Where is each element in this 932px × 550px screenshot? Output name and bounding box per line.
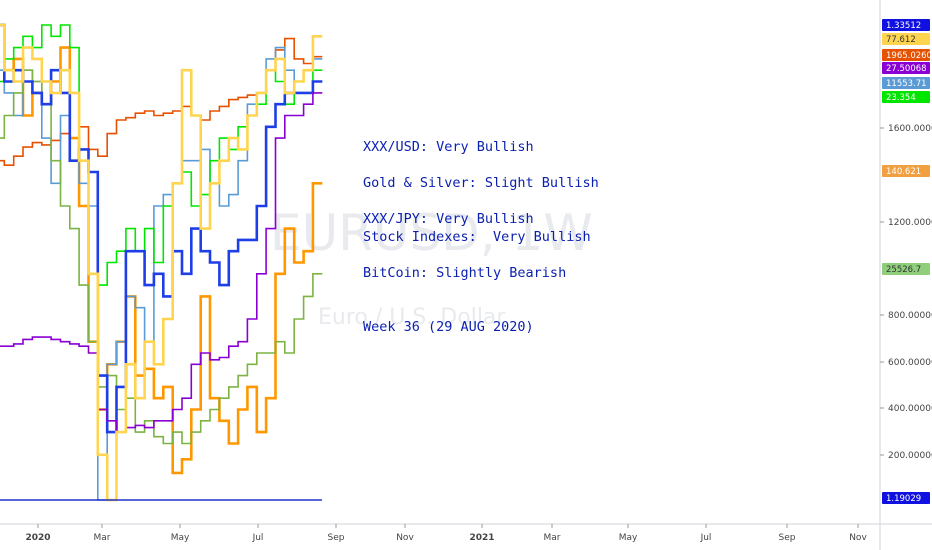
- price-badge-bg: [882, 263, 930, 275]
- y-tick-label: 800.00000: [888, 311, 932, 321]
- x-tick-label: Nov: [849, 533, 867, 543]
- watermark-description: Euro / U.S. Dollar: [318, 305, 506, 330]
- price-badge: 77.612: [882, 33, 930, 45]
- series-line: [0, 69, 323, 445]
- price-badge-text: 27.50068: [886, 64, 927, 74]
- series-line: [0, 23, 323, 502]
- x-tick-label: May: [171, 533, 190, 543]
- note-line: Stock Indexes: Very Bullish: [363, 229, 591, 245]
- x-tick-label: Jul: [252, 533, 264, 543]
- y-tick-label: 1200.00000: [888, 218, 932, 228]
- note-line: [363, 246, 599, 264]
- series-line: [0, 24, 323, 286]
- price-badge: 11553.71: [882, 77, 930, 89]
- y-tick-label: 1600.00000: [888, 124, 932, 134]
- note-line: XXX/USD: Very Bullish: [363, 139, 534, 155]
- note-line: [363, 300, 599, 318]
- y-tick-label: 200.00000: [888, 451, 932, 461]
- price-badge: 1.19029: [882, 492, 930, 504]
- price-labels: 1.33512 77.612 1965.02600 27.50068 11553.71 2…: [882, 19, 932, 504]
- note-line: BitCoin: Slightly Bearish: [363, 265, 567, 281]
- price-badge-bg: [882, 19, 930, 31]
- x-tick-label: Mar: [94, 533, 111, 543]
- price-badge-text: 25526.7: [886, 265, 921, 275]
- y-tick-label: 600.00000: [888, 358, 932, 368]
- series-line: [0, 37, 323, 166]
- note-line: [363, 282, 599, 300]
- x-tick-label: Sep: [779, 533, 796, 543]
- price-badge-bg: [882, 492, 930, 504]
- y-tick-label: 400.00000: [888, 404, 932, 414]
- note-line: [363, 192, 599, 210]
- time-axis[interactable]: 2020 Mar May Jul Sep Nov 2021 Mar May Jul Sep Nov: [25, 524, 867, 543]
- x-tick-label: 2021: [469, 533, 494, 543]
- price-badge-text: 1.19029: [886, 494, 921, 504]
- price-badge-text: 23.354: [886, 93, 916, 103]
- price-badge-bg: [882, 77, 930, 89]
- price-badge-text: 77.612: [886, 35, 916, 45]
- price-badge-bg: [882, 49, 930, 61]
- notes-annotation: XXX/USD: Very Bullish Gold & Silver: Slig…: [363, 138, 599, 336]
- price-badge: 1.33512: [882, 19, 930, 31]
- price-badge-text: 1.33512: [886, 21, 921, 31]
- series-layer: [0, 23, 323, 502]
- price-badge: 23.354: [882, 91, 930, 103]
- series-line: [0, 23, 323, 434]
- price-badge-bg: [882, 33, 930, 45]
- price-badge: 27.50068: [882, 62, 930, 74]
- x-tick-label: Jul: [700, 533, 712, 543]
- series-line: [0, 92, 323, 433]
- price-badge-bg: [882, 165, 930, 177]
- price-badge: 1965.02600: [882, 49, 932, 61]
- price-badge-text: 140.621: [886, 167, 921, 177]
- price-axis[interactable]: 200.00000 400.00000 600.00000 800.00000 1200…: [880, 124, 932, 461]
- price-badge: 25526.7: [882, 263, 930, 275]
- price-badge: 140.621: [882, 165, 930, 177]
- x-tick-label: May: [619, 533, 638, 543]
- price-badge-bg: [882, 91, 930, 103]
- watermark-symbol: EURUSD, 1W: [270, 204, 593, 262]
- x-tick-label: Sep: [328, 533, 345, 543]
- note-line: Week 36 (29 AUG 2020): [363, 319, 534, 335]
- x-tick-label: Mar: [544, 533, 561, 543]
- x-tick-label: 2020: [25, 533, 50, 543]
- note-line: [363, 156, 599, 174]
- price-badge-text: 1965.02600: [886, 51, 932, 61]
- price-badge-text: 11553.71: [886, 79, 927, 89]
- note-line: Gold & Silver: Slight Bullish: [363, 175, 599, 191]
- x-tick-label: Nov: [396, 533, 414, 543]
- note-line: XXX/JPY: Very Bullish: [363, 211, 534, 227]
- price-badge-bg: [882, 62, 930, 74]
